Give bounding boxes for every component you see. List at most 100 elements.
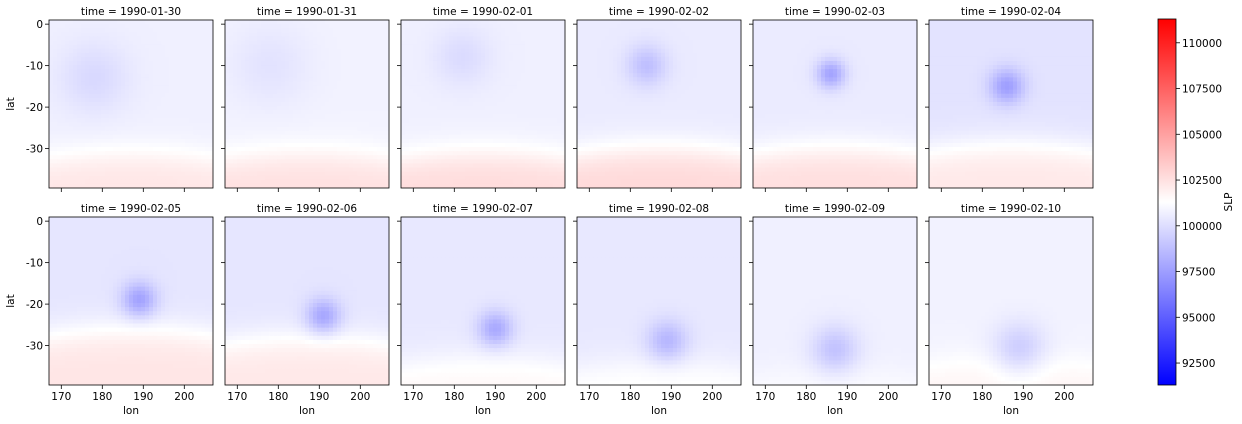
- x-axis-label: lon: [123, 405, 139, 417]
- facet-panel: time = 1990-02-08 170 180 190 200 lon: [573, 203, 742, 417]
- colorbar: 92500 95000 97500 100000 102500 105000 107500 1…: [1157, 18, 1235, 386]
- facet-panel: time = 1990-02-03: [749, 6, 918, 192]
- x-tick-label: 190: [837, 391, 857, 403]
- panel-title: time = 1990-02-01: [433, 6, 533, 18]
- heatmap-cells: [401, 217, 565, 385]
- facet-panel: time = 1990-02-01: [397, 6, 566, 192]
- x-tick-label: 170: [579, 391, 599, 403]
- heatmap-cells: [225, 217, 389, 385]
- panel-frame: [224, 19, 390, 189]
- panel-frame: [928, 19, 1094, 189]
- heatmap-cells: [401, 20, 565, 188]
- x-tick-label: 180: [444, 391, 464, 403]
- x-tick-label: 180: [796, 391, 816, 403]
- x-axis-label: lon: [299, 405, 315, 417]
- panel-title: time = 1990-02-07: [433, 203, 533, 215]
- x-tick-label: 180: [620, 391, 640, 403]
- x-tick-label: 200: [350, 391, 370, 403]
- y-tick-label: 0: [36, 216, 43, 228]
- y-tick-label: -10: [26, 61, 43, 73]
- x-tick-label: 170: [931, 391, 951, 403]
- facet-panel: time = 1990-02-05 0 -10 -20 -30 170 180 190 200 l…: [5, 203, 214, 417]
- colorbar-tick-label: 97500: [1182, 267, 1215, 279]
- heatmap-cells: [49, 20, 213, 188]
- heatmap-cells: [929, 20, 1093, 188]
- panel-frame: [576, 19, 742, 189]
- heatmap-cells: [929, 217, 1093, 385]
- facet-panel: time = 1990-02-07 170 180 190 200 lon: [397, 203, 566, 417]
- x-tick-label: 170: [403, 391, 423, 403]
- panel-title: time = 1990-02-05: [81, 203, 181, 215]
- x-tick-label: 180: [92, 391, 112, 403]
- panel-frame: [752, 216, 918, 386]
- panel-frame: [928, 216, 1094, 386]
- x-tick-label: 190: [133, 391, 153, 403]
- x-tick-label: 170: [51, 391, 71, 403]
- x-tick-label: 190: [661, 391, 681, 403]
- heatmap-cells: [753, 20, 917, 188]
- facet-panel: time = 1990-02-06 170 180 190 200 lon: [221, 203, 390, 417]
- x-tick-label: 190: [485, 391, 505, 403]
- panel-frame: [400, 19, 566, 189]
- x-axis-label: lon: [651, 405, 667, 417]
- panel-title: time = 1990-01-31: [257, 6, 357, 18]
- panel-frame: [48, 19, 214, 189]
- colorbar-label: SLP: [1223, 193, 1235, 212]
- panel-frame: [576, 216, 742, 386]
- colorbar-tick-label: 92500: [1182, 358, 1215, 370]
- heatmap-cells: [577, 20, 741, 188]
- x-tick-label: 200: [1054, 391, 1074, 403]
- y-tick-label: -30: [26, 341, 43, 353]
- x-tick-label: 200: [702, 391, 722, 403]
- panel-title: time = 1990-02-10: [961, 203, 1061, 215]
- x-tick-label: 200: [174, 391, 194, 403]
- panel-title: time = 1990-02-08: [609, 203, 709, 215]
- colorbar-tick-label: 102500: [1182, 175, 1222, 187]
- x-axis-label: lon: [827, 405, 843, 417]
- heatmap-cells: [753, 217, 917, 385]
- facet-panel: time = 1990-02-04: [925, 6, 1094, 192]
- x-axis-label: lon: [475, 405, 491, 417]
- colorbar-tick-label: 110000: [1182, 38, 1222, 50]
- facet-panel: time = 1990-02-09 170 180 190 200 lon: [749, 203, 918, 417]
- facet-panel: time = 1990-02-02: [573, 6, 742, 192]
- colorbar-tick-label: 95000: [1182, 312, 1215, 324]
- colorbar-tick-label: 107500: [1182, 84, 1222, 96]
- heatmap-cells: [49, 217, 213, 385]
- panel-title: time = 1990-01-30: [81, 6, 181, 18]
- panel-title: time = 1990-02-02: [609, 6, 709, 18]
- panel-frame: [48, 216, 214, 386]
- panel-title: time = 1990-02-04: [961, 6, 1062, 18]
- colorbar-tick-label: 100000: [1182, 221, 1222, 233]
- x-axis-label: lon: [1003, 405, 1019, 417]
- x-tick-label: 180: [268, 391, 288, 403]
- x-tick-label: 170: [227, 391, 247, 403]
- y-tick-label: -20: [26, 299, 43, 311]
- heatmap-cells: [577, 217, 741, 385]
- panel-title: time = 1990-02-03: [785, 6, 885, 18]
- y-tick-label: -10: [26, 258, 43, 270]
- x-tick-label: 180: [972, 391, 992, 403]
- panel-title: time = 1990-02-09: [785, 203, 885, 215]
- x-tick-label: 190: [1013, 391, 1033, 403]
- panel-frame: [752, 19, 918, 189]
- x-tick-label: 190: [309, 391, 329, 403]
- heatmap-cells: [225, 20, 389, 188]
- colorbar-tick-label: 105000: [1182, 129, 1222, 141]
- x-tick-label: 170: [755, 391, 775, 403]
- facet-panel: time = 1990-02-10 170 180 190 200 lon: [925, 203, 1094, 417]
- colorbar-gradient: [1157, 18, 1177, 386]
- panel-frame: [400, 216, 566, 386]
- panel-title: time = 1990-02-06: [257, 203, 358, 215]
- y-axis-label: lat: [5, 294, 17, 307]
- y-tick-label: -20: [26, 102, 43, 114]
- y-tick-label: 0: [36, 19, 43, 31]
- x-tick-label: 200: [878, 391, 898, 403]
- facet-panel: time = 1990-01-31: [221, 6, 390, 192]
- x-tick-label: 200: [526, 391, 546, 403]
- y-axis-label: lat: [5, 97, 17, 110]
- panel-frame: [224, 216, 390, 386]
- y-tick-label: -30: [26, 144, 43, 156]
- facet-panel: time = 1990-01-30 0 -10 -20 -30 lat: [5, 6, 214, 192]
